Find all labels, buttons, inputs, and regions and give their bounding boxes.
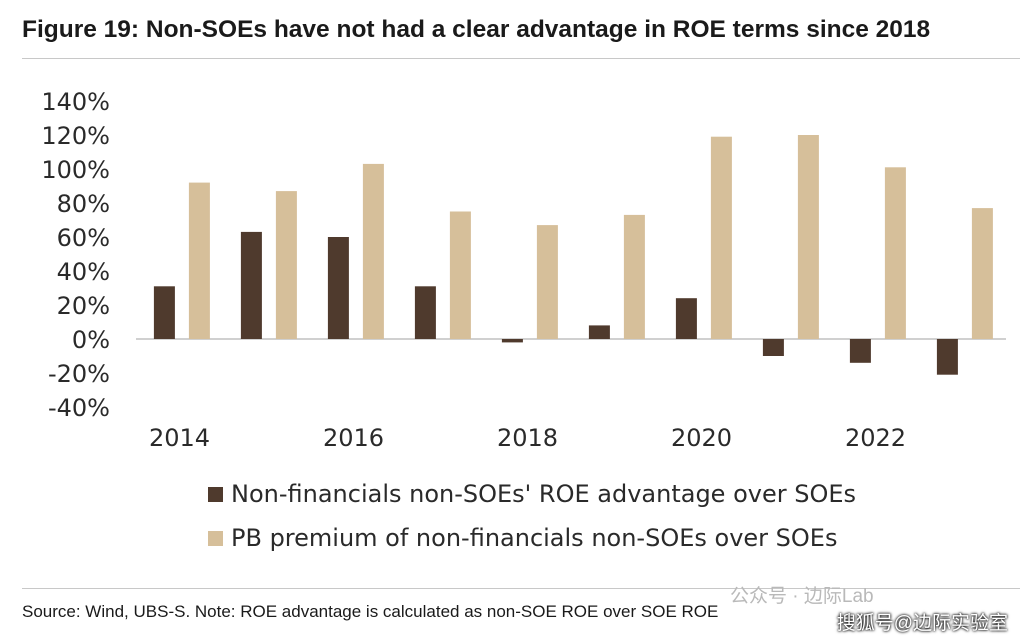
bar-roe-advantage: [153, 286, 175, 339]
bar-roe-advantage: [414, 286, 436, 339]
x-tick-label: 2014: [149, 424, 210, 452]
y-tick-label: -20%: [48, 360, 110, 388]
y-axis-ticks: 140% 120% 100% 80% 60% 40% 20% 0% -20% -40%: [41, 88, 110, 422]
bar-pb-premium: [623, 214, 645, 339]
x-tick-label: 2016: [323, 424, 384, 452]
bar-pb-premium: [449, 211, 471, 339]
bar-pb-premium: [971, 208, 993, 339]
x-axis-ticks: 2014 2016 2018 2020 2022: [149, 424, 906, 452]
y-tick-label: 80%: [57, 190, 110, 218]
bar-roe-advantage: [501, 339, 523, 343]
source-note: Source: Wind, UBS-S. Note: ROE advantage…: [22, 602, 719, 621]
bar-pb-premium: [362, 163, 384, 339]
y-tick-label: 140%: [41, 88, 110, 116]
watermark: 公众号 · 边际Lab: [730, 586, 874, 607]
bar-pb-premium: [536, 225, 558, 339]
bar-pb-premium: [797, 135, 819, 339]
bar-roe-advantage: [327, 237, 349, 339]
y-tick-label: 60%: [57, 224, 110, 252]
y-tick-label: -40%: [48, 394, 110, 422]
bar-pb-premium: [710, 136, 732, 339]
legend-label-pb: PB premium of non-financials non-SOEs ov…: [231, 524, 838, 552]
bar-roe-advantage: [849, 339, 871, 363]
x-tick-label: 2020: [671, 424, 732, 452]
y-tick-label: 40%: [57, 258, 110, 286]
title-divider: [22, 58, 1020, 59]
bars: [153, 135, 993, 375]
watermark-corner: 搜狐号@边际实验室: [836, 613, 1008, 634]
bar-roe-advantage: [588, 325, 610, 339]
chart-title: Figure 19: Non-SOEs have not had a clear…: [22, 16, 931, 43]
bar-roe-advantage: [936, 339, 958, 375]
bar-pb-premium: [188, 182, 210, 339]
y-tick-label: 120%: [41, 122, 110, 150]
legend-swatch-roe: [208, 486, 223, 502]
legend-swatch-pb: [208, 530, 223, 546]
x-tick-label: 2018: [497, 424, 558, 452]
legend-label-roe: Non-financials non-SOEs' ROE advantage o…: [231, 480, 857, 508]
bar-roe-advantage: [240, 231, 262, 339]
bar-roe-advantage: [675, 298, 697, 339]
legend-item-roe: Non-financials non-SOEs' ROE advantage o…: [208, 480, 856, 508]
x-tick-label: 2022: [845, 424, 906, 452]
legend-item-pb: PB premium of non-financials non-SOEs ov…: [208, 524, 837, 552]
bar-pb-premium: [275, 191, 297, 339]
bar-roe-advantage: [762, 339, 784, 356]
y-tick-label: 20%: [57, 292, 110, 320]
bar-chart: 140%120%100%80%60%40%20%0%-20%-40% 2014 2…: [41, 88, 1006, 452]
footer-divider: [22, 588, 1020, 589]
y-tick-label: 100%: [41, 156, 110, 184]
y-tick-label: 0%: [72, 326, 110, 354]
bar-pb-premium: [884, 167, 906, 339]
